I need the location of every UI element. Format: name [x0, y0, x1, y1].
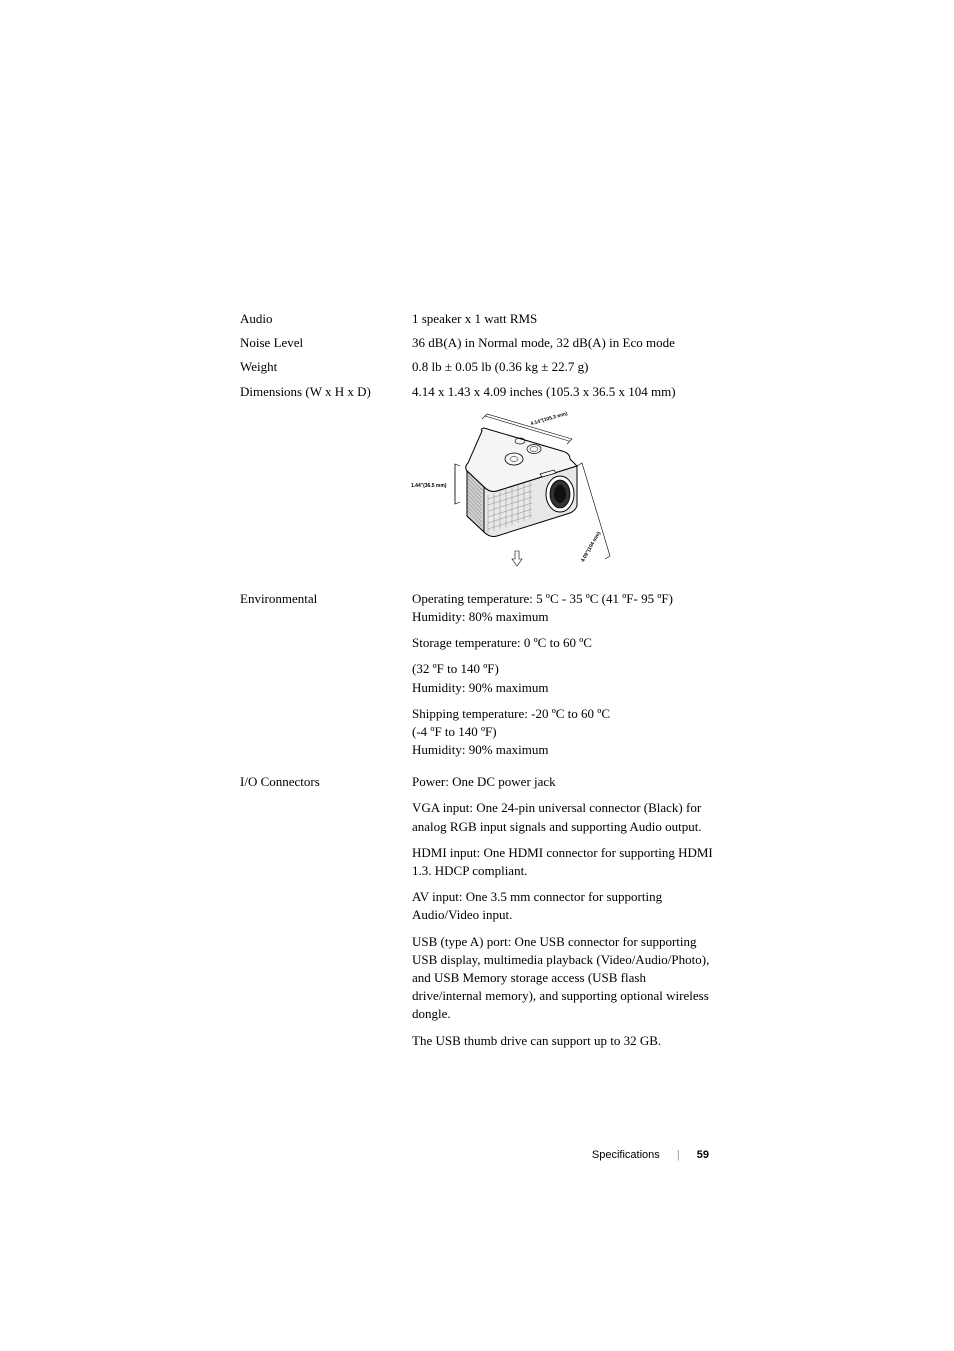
io-power: Power: One DC power jack — [412, 773, 714, 791]
io-usb: USB (type A) port: One USB connector for… — [412, 933, 714, 1024]
env-storage-line2: (32 ºF to 140 ºF) — [412, 660, 714, 678]
env-operating: Operating temperature: 5 ºC - 35 ºC (41 … — [412, 590, 714, 626]
env-shipping-line3: Humidity: 90% maximum — [412, 741, 714, 759]
page-content: Audio 1 speaker x 1 watt RMS Noise Level… — [0, 0, 954, 1058]
env-shipping-line1: Shipping temperature: -20 ºC to 60 ºC — [412, 705, 714, 723]
spec-value: 36 dB(A) in Normal mode, 32 dB(A) in Eco… — [412, 334, 714, 352]
spec-value: Operating temperature: 5 ºC - 35 ºC (41 … — [412, 590, 714, 768]
spec-row-io: I/O Connectors Power: One DC power jack … — [240, 773, 714, 1057]
spec-row-audio: Audio 1 speaker x 1 watt RMS — [240, 310, 714, 328]
spec-label: I/O Connectors — [240, 773, 412, 791]
footer-page-number: 59 — [697, 1149, 709, 1161]
spec-value: 0.8 lb ± 0.05 lb (0.36 kg ± 22.7 g) — [412, 358, 714, 376]
spec-row-weight: Weight 0.8 lb ± 0.05 lb (0.36 kg ± 22.7 … — [240, 358, 714, 376]
io-av: AV input: One 3.5 mm connector for suppo… — [412, 888, 714, 924]
page-footer: Specifications | 59 — [592, 1149, 709, 1161]
env-shipping-line2: (-4 ºF to 140 ºF) — [412, 723, 714, 741]
diagram-height-label: 1.44"(36.5 mm) — [411, 483, 446, 489]
spec-label: Audio — [240, 310, 412, 328]
io-thumb: The USB thumb drive can support up to 32… — [412, 1032, 714, 1050]
spec-row-noise: Noise Level 36 dB(A) in Normal mode, 32 … — [240, 334, 714, 352]
projector-diagram: 4.14"(105.3 mm) 1.44"(36.5 mm) 4.09"(104… — [412, 411, 622, 576]
spec-value: 1 speaker x 1 watt RMS — [412, 310, 714, 328]
footer-section: Specifications — [592, 1149, 660, 1161]
spec-label: Weight — [240, 358, 412, 376]
spec-value: Power: One DC power jack VGA input: One … — [412, 773, 714, 1057]
footer-separator: | — [677, 1149, 680, 1161]
spec-row-environmental: Environmental Operating temperature: 5 º… — [240, 590, 714, 768]
env-storage-line1: Storage temperature: 0 ºC to 60 ºC — [412, 634, 714, 652]
spec-label: Dimensions (W x H x D) — [240, 383, 412, 401]
io-vga: VGA input: One 24-pin universal connecto… — [412, 799, 714, 835]
spec-row-dimensions: Dimensions (W x H x D) 4.14 x 1.43 x 4.0… — [240, 383, 714, 401]
spec-value: 4.14 x 1.43 x 4.09 inches (105.3 x 36.5 … — [412, 383, 714, 401]
env-storage-line3: Humidity: 90% maximum — [412, 679, 714, 697]
spec-label: Environmental — [240, 590, 412, 608]
io-hdmi: HDMI input: One HDMI connector for suppo… — [412, 844, 714, 880]
spec-label: Noise Level — [240, 334, 412, 352]
